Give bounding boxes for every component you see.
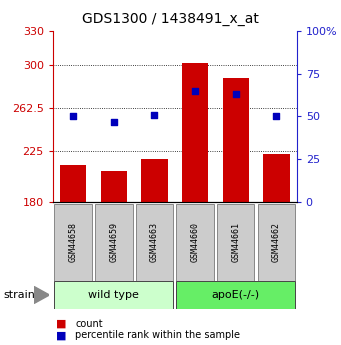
Bar <box>55 204 92 281</box>
Bar <box>182 63 208 202</box>
Point <box>152 112 157 118</box>
Text: count: count <box>75 319 103 328</box>
Bar <box>223 78 249 202</box>
Bar <box>136 204 173 281</box>
Text: GSM44661: GSM44661 <box>231 223 240 262</box>
Text: apoE(-/-): apoE(-/-) <box>212 290 260 300</box>
Bar <box>217 204 254 281</box>
Bar <box>176 281 295 309</box>
Bar <box>258 204 295 281</box>
Text: GDS1300 / 1438491_x_at: GDS1300 / 1438491_x_at <box>82 12 259 26</box>
Point <box>273 114 279 119</box>
Text: ■: ■ <box>56 331 67 340</box>
Point <box>192 88 198 93</box>
Polygon shape <box>34 286 49 304</box>
Point <box>111 119 117 124</box>
Text: GSM44659: GSM44659 <box>109 223 118 262</box>
Text: GSM44663: GSM44663 <box>150 223 159 262</box>
Text: strain: strain <box>3 290 35 300</box>
Point <box>233 91 238 97</box>
Text: GSM44658: GSM44658 <box>69 223 78 262</box>
Bar <box>141 159 168 202</box>
Text: wild type: wild type <box>88 290 139 300</box>
Bar <box>55 281 173 309</box>
Bar <box>95 204 133 281</box>
Point <box>71 114 76 119</box>
Bar <box>263 154 290 202</box>
Text: percentile rank within the sample: percentile rank within the sample <box>75 331 240 340</box>
Text: GSM44662: GSM44662 <box>272 223 281 262</box>
Text: ■: ■ <box>56 319 67 328</box>
Bar <box>60 165 86 202</box>
Text: GSM44660: GSM44660 <box>191 223 199 262</box>
Bar <box>176 204 214 281</box>
Bar <box>101 171 127 202</box>
